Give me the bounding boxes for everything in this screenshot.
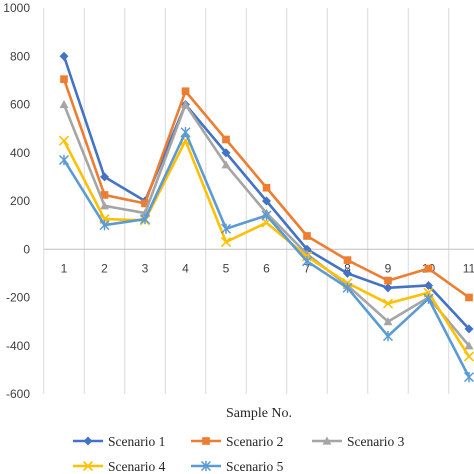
data-point — [58, 135, 70, 146]
y-tick-label: 1000 — [3, 1, 30, 15]
data-point — [463, 351, 474, 362]
data-point — [59, 100, 69, 109]
data-point — [322, 436, 332, 445]
data-point — [262, 196, 271, 206]
data-point — [100, 201, 109, 210]
x-tick-label: 5 — [223, 261, 230, 275]
data-point — [82, 460, 94, 472]
legend-label: Scenario 1 — [108, 434, 165, 449]
data-point — [200, 460, 212, 472]
data-point — [60, 75, 68, 83]
legend-item-2: Scenario 2 — [191, 434, 283, 449]
x-axis-title: Sample No. — [226, 406, 292, 421]
data-point — [464, 341, 474, 350]
series-3 — [59, 100, 474, 350]
data-point — [222, 135, 230, 144]
x-tick-label: 6 — [263, 261, 270, 275]
data-point — [383, 283, 393, 293]
x-tick-label: 4 — [182, 261, 189, 275]
y-tick-label: 400 — [10, 146, 30, 160]
data-point — [343, 268, 352, 278]
data-point — [220, 223, 232, 234]
legend-label: Scenario 5 — [226, 459, 284, 474]
x-tick-label: 8 — [344, 261, 351, 275]
y-tick-label: -200 — [6, 291, 30, 305]
grid-lines — [43, 8, 450, 394]
data-point — [139, 213, 151, 225]
y-tick-label: 200 — [10, 194, 30, 208]
legend-item-5: Scenario 5 — [191, 459, 284, 474]
data-point-stroke — [382, 298, 394, 309]
y-tick-label: -600 — [6, 387, 30, 401]
data-point — [384, 276, 392, 285]
legend-label: Scenario 3 — [347, 434, 405, 449]
x-tick-label: 9 — [385, 261, 392, 275]
legend: Scenario 1 Scenario 2 Scenario 3 Scenario 4… — [73, 434, 405, 474]
data-point-stroke — [463, 351, 474, 362]
data-point — [221, 160, 231, 169]
data-point — [424, 280, 433, 290]
data-point — [382, 330, 394, 342]
y-tick-label: 0 — [23, 242, 30, 256]
series-group — [58, 51, 474, 383]
data-point — [100, 172, 109, 182]
data-point — [202, 437, 210, 445]
data-point — [424, 264, 433, 273]
data-point — [181, 87, 190, 96]
data-point — [58, 154, 70, 166]
legend-item-3: Scenario 3 — [312, 434, 405, 449]
data-point — [261, 210, 272, 221]
y-tick-labels: 1000 800 600 400 200 0 -200 -400 -600 — [3, 1, 30, 401]
legend-label: Scenario 4 — [108, 459, 166, 474]
data-point — [463, 371, 474, 383]
y-tick-label: 600 — [10, 98, 30, 112]
data-point — [100, 191, 109, 199]
series-4 — [58, 135, 474, 362]
y-tick-label: 800 — [10, 49, 30, 63]
data-point-stroke — [220, 236, 232, 248]
legend-label: Scenario 2 — [226, 434, 283, 449]
data-point — [383, 317, 393, 326]
data-point-stroke — [58, 135, 70, 146]
series-2 — [60, 75, 473, 302]
data-point-stroke — [82, 460, 94, 472]
data-point — [382, 298, 394, 309]
data-point — [220, 236, 232, 248]
data-point — [262, 183, 271, 192]
x-tick-label: 11 — [463, 261, 474, 275]
data-point — [303, 232, 311, 240]
data-point — [83, 436, 93, 446]
data-point — [180, 127, 191, 138]
y-tick-label: -400 — [6, 339, 30, 353]
data-point — [343, 256, 352, 264]
x-tick-label: 2 — [101, 261, 108, 275]
series-1 — [59, 51, 474, 334]
legend-item-1: Scenario 1 — [73, 434, 165, 449]
series-5 — [58, 127, 474, 383]
data-point — [342, 282, 353, 294]
data-point — [99, 219, 110, 231]
x-tick-label: 3 — [142, 261, 149, 275]
data-point — [181, 100, 190, 109]
data-point — [464, 324, 474, 334]
data-point — [301, 256, 313, 267]
data-point — [59, 51, 69, 61]
legend-item-4: Scenario 4 — [73, 459, 166, 474]
data-point — [141, 199, 149, 208]
x-tick-label: 7 — [304, 261, 311, 275]
data-point — [423, 293, 434, 304]
data-point — [465, 293, 473, 302]
x-tick-label: 1 — [61, 261, 68, 275]
data-point — [221, 148, 231, 158]
